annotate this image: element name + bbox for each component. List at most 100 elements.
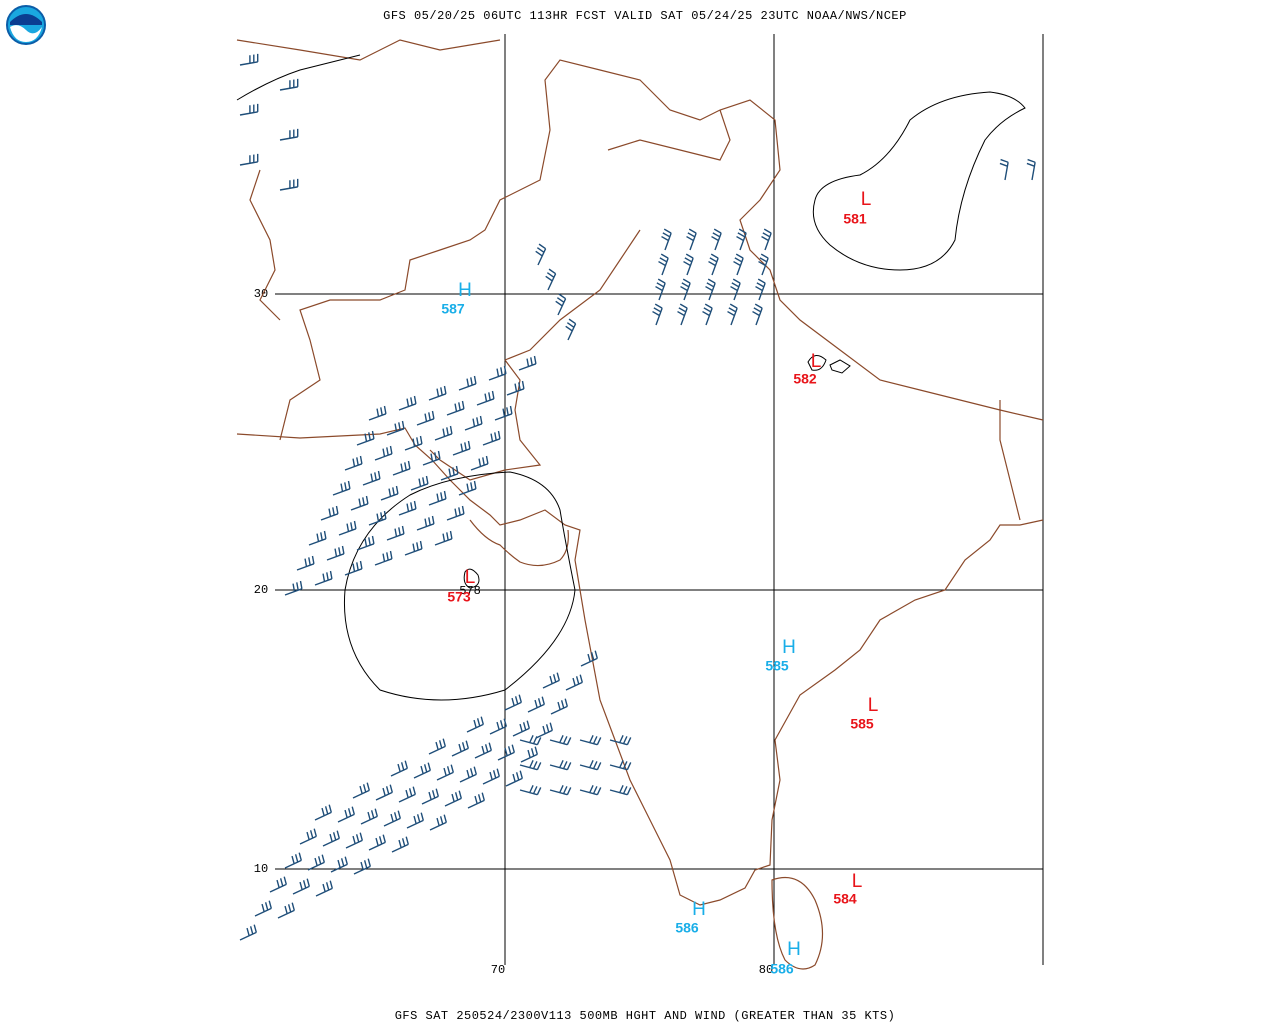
wind-barb bbox=[350, 495, 369, 511]
center-symbol: L bbox=[852, 871, 863, 892]
wind-barb bbox=[362, 470, 381, 486]
wind-barb bbox=[459, 766, 477, 783]
wind-barb bbox=[580, 650, 598, 667]
wind-barb bbox=[458, 375, 477, 391]
wind-barb bbox=[239, 924, 257, 941]
graticule bbox=[275, 34, 1044, 965]
wind-barb bbox=[356, 430, 375, 446]
wind-barb bbox=[368, 510, 387, 526]
wind-barb bbox=[322, 830, 340, 847]
lat-label: 20 bbox=[254, 583, 268, 597]
map-title: GFS 05/20/25 06UTC 113HR FCST VALID SAT … bbox=[383, 9, 907, 23]
wind-barb bbox=[404, 435, 423, 451]
wind-barb bbox=[391, 836, 409, 853]
wind-barb bbox=[609, 760, 632, 771]
wind-barb bbox=[428, 385, 447, 401]
wind-barb bbox=[535, 722, 553, 739]
contour-label: 578 bbox=[459, 584, 481, 598]
wind-barb bbox=[421, 788, 439, 805]
wind-barb bbox=[758, 253, 769, 276]
wind-barb bbox=[527, 696, 545, 713]
wind-barb bbox=[680, 278, 691, 301]
center-value: 586 bbox=[675, 920, 699, 936]
wind-barb bbox=[428, 738, 446, 755]
center-symbol: L bbox=[811, 351, 822, 372]
wind-barb bbox=[374, 445, 393, 461]
wind-barb bbox=[708, 253, 719, 276]
wind-barb bbox=[436, 764, 454, 781]
wind-barb bbox=[315, 880, 333, 897]
lon-label: 70 bbox=[491, 963, 505, 977]
wind-barb bbox=[482, 768, 500, 785]
wind-barb bbox=[466, 716, 484, 733]
wind-barb bbox=[434, 425, 453, 441]
wind-barb bbox=[345, 832, 363, 849]
wind-barb bbox=[711, 228, 722, 251]
wind-barb bbox=[299, 828, 317, 845]
wind-barb bbox=[380, 485, 399, 501]
wind-barb bbox=[239, 153, 259, 166]
noaa-logo bbox=[6, 5, 46, 45]
wind-barb bbox=[451, 740, 469, 757]
center-symbol: H bbox=[787, 939, 801, 960]
wind-barb bbox=[512, 720, 530, 737]
wind-barb bbox=[505, 770, 523, 787]
wind-barb bbox=[440, 465, 459, 481]
wind-barb bbox=[565, 674, 583, 691]
center-value: 587 bbox=[441, 301, 465, 317]
wind-barb bbox=[506, 380, 525, 396]
lat-label: 10 bbox=[254, 862, 268, 876]
wind-barb bbox=[730, 278, 741, 301]
wind-barb bbox=[579, 735, 602, 746]
wind-barb bbox=[609, 785, 632, 796]
center-value: 573 bbox=[447, 589, 471, 605]
wind-barb bbox=[292, 878, 310, 895]
wind-barb bbox=[428, 490, 447, 506]
map-caption: GFS SAT 250524/2300V113 500MB HGHT AND W… bbox=[395, 1009, 896, 1023]
wind-barb bbox=[474, 742, 492, 759]
wind-barb bbox=[277, 902, 295, 919]
wind-barb bbox=[683, 253, 694, 276]
wind-barb bbox=[549, 735, 572, 746]
wind-barb bbox=[489, 718, 507, 735]
wind-barb bbox=[375, 784, 393, 801]
wind-barb bbox=[368, 834, 386, 851]
lon-label: 80 bbox=[759, 963, 773, 977]
wind-barb bbox=[446, 505, 465, 521]
wind-barb bbox=[520, 746, 538, 763]
wind-barb bbox=[482, 430, 501, 446]
wind-barb bbox=[733, 253, 744, 276]
wind-barb bbox=[410, 475, 429, 491]
wind-barb bbox=[658, 253, 669, 276]
wind-barb bbox=[314, 570, 333, 586]
center-value: 586 bbox=[770, 961, 794, 977]
wind-barb bbox=[545, 268, 557, 291]
wind-barb bbox=[386, 420, 405, 436]
wind-barb bbox=[279, 178, 299, 191]
wind-barb bbox=[254, 900, 272, 917]
center-value: 585 bbox=[850, 716, 874, 732]
wind-barb bbox=[549, 760, 572, 771]
wind-barb bbox=[344, 560, 363, 576]
wind-barb bbox=[239, 103, 259, 116]
wind-barb bbox=[296, 555, 315, 571]
wind-barb bbox=[542, 672, 560, 689]
wind-barb bbox=[390, 760, 408, 777]
wind-barb bbox=[326, 545, 345, 561]
wind-barb bbox=[337, 806, 355, 823]
wind-barb bbox=[392, 460, 411, 476]
wind-barb bbox=[579, 760, 602, 771]
wind-barb bbox=[446, 400, 465, 416]
wind-barb bbox=[467, 792, 485, 809]
wind-barb bbox=[497, 744, 515, 761]
wind-barb bbox=[356, 535, 375, 551]
center-symbol: L bbox=[868, 695, 879, 716]
wind-barb bbox=[269, 876, 287, 893]
wind-barb bbox=[398, 786, 416, 803]
wind-barb bbox=[386, 525, 405, 541]
wind-barb bbox=[429, 814, 447, 831]
wind-barb bbox=[434, 530, 453, 546]
wind-barb bbox=[383, 810, 401, 827]
wind-barb bbox=[736, 228, 747, 251]
